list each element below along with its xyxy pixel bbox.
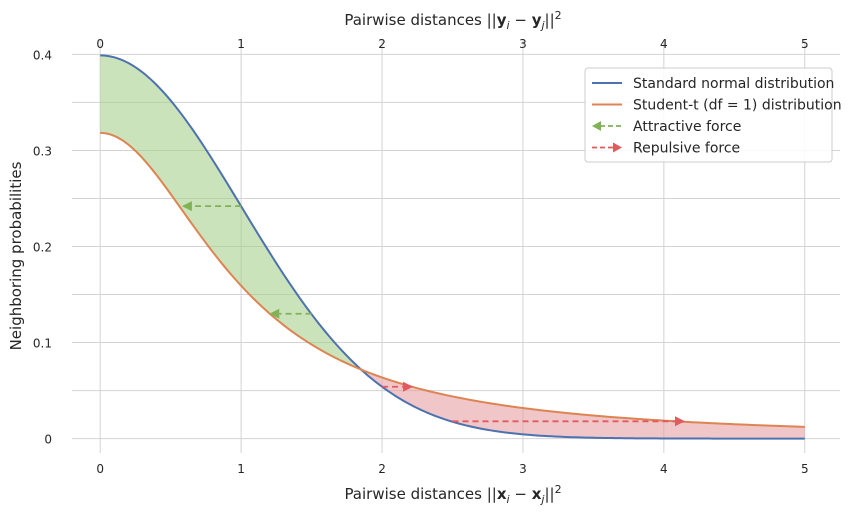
arrow-head-3 (674, 416, 685, 427)
y-tick-label-3: 0.3 (33, 144, 52, 158)
x-tick-label-5: 5 (801, 462, 809, 476)
force-arrows (181, 201, 685, 427)
fill-region-1 (356, 365, 805, 439)
legend-swatch-head-2 (592, 121, 601, 131)
y-axis-label: Neighboring probabilities (7, 161, 25, 350)
arrow-head-2 (403, 381, 414, 392)
x-top-tick-label-5: 5 (801, 37, 809, 51)
legend-label-2: Attractive force (633, 119, 741, 135)
x-top-tick-label-0: 0 (96, 37, 104, 51)
legend-swatch-head-3 (613, 142, 622, 153)
arrow-head-1 (269, 308, 280, 319)
x-top-tick-label-3: 3 (519, 37, 527, 51)
legend-label-0: Standard normal distribution (633, 76, 834, 92)
x-tick-label-2: 2 (378, 462, 386, 476)
y-tick-label-1: 0.1 (33, 337, 52, 351)
legend-label-1: Student-t (df = 1) distribution (633, 98, 842, 114)
tick-labels: 0 1 2 3 4 5 0 1 2 3 4 5 0 0.1 0.2 0.3 0.4 (33, 37, 809, 476)
x-top-axis-label: Pairwise distances ||yi − yj||2 (344, 9, 561, 32)
x-tick-label-1: 1 (237, 462, 245, 476)
x-top-tick-label-2: 2 (378, 37, 386, 51)
legend-label-3: Repulsive force (633, 141, 740, 157)
x-tick-label-0: 0 (96, 462, 104, 476)
y-tick-label-2: 0.2 (33, 241, 52, 255)
y-tick-label-4: 0.4 (33, 48, 52, 62)
x-axis-label: Pairwise distances ||xi − xj||2 (344, 483, 561, 506)
x-top-tick-label-1: 1 (237, 37, 245, 51)
legend: Standard normal distribution Student-t (d… (584, 67, 842, 163)
fill-region-0 (100, 55, 357, 368)
arrow-head-0 (181, 201, 192, 212)
fill-regions (100, 55, 805, 439)
legend-box (584, 67, 833, 163)
x-top-tick-label-4: 4 (660, 37, 668, 51)
x-tick-label-4: 4 (660, 462, 668, 476)
series-line-1 (100, 131, 805, 428)
x-tick-label-3: 3 (519, 462, 527, 476)
y-tick-label-0: 0 (44, 433, 52, 447)
